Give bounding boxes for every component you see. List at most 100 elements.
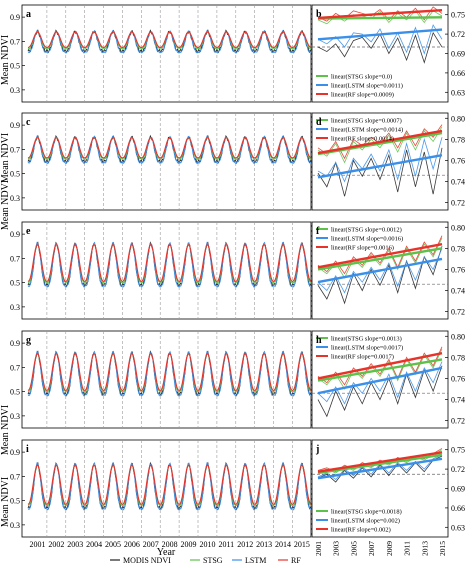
y-tick-label: 0.63: [451, 523, 465, 532]
fit-legend-label: linear(RF slope=0.0016): [331, 245, 394, 252]
panel-e: 0.3 0.5 0.7 0.9 e: [10, 221, 312, 320]
y-tick-label: 0.74: [451, 178, 465, 187]
y-tick-label: 0.9: [10, 448, 20, 457]
panel-j: 0.75 0.72 0.69 0.66 0.63 linear(STSG slope=0.…: [311, 439, 465, 556]
fit-line: [317, 153, 443, 179]
y-tick-label: 0.72: [451, 417, 465, 426]
y-tick-label: 0.5: [10, 279, 20, 288]
panel-a: 0.3 0.5 0.7 0.9 a: [10, 4, 312, 103]
y-tick-label: 0.7: [10, 254, 20, 263]
panel-g: 0.3 0.5 0.7 0.9 g: [10, 330, 312, 429]
series-line-rf: [27, 137, 312, 159]
panel-letter: f: [316, 226, 320, 237]
fit-line: [317, 257, 443, 284]
x-tick-label-year: 2010: [199, 540, 215, 549]
y-axis-label-bottom: Mean NDVI: [0, 477, 11, 527]
series-line-lstm: [27, 241, 312, 288]
y-tick-label: 0.5: [10, 170, 20, 179]
series-line-lstm: [27, 462, 312, 511]
series-line-modis-ndvi: [317, 147, 443, 197]
y-tick-label: 0.5: [10, 497, 20, 506]
panel-frame: [21, 221, 312, 320]
series-line-rf: [27, 353, 312, 391]
fit-legend-label: linear(LSTM slope=0.0016): [331, 236, 403, 243]
x-tick-label-year: 2005: [349, 541, 358, 556]
y-tick-label: 0.76: [451, 156, 465, 165]
y-tick-label: 0.9: [10, 339, 20, 348]
panel-d: 0.80 0.78 0.76 0.74 0.72 linear(STSG slope=0.…: [311, 112, 465, 211]
fit-legend-label: linear(LSTM slope=0.0017): [331, 345, 403, 352]
panel-frame: [21, 112, 312, 211]
series-line-modis-ndvi: [317, 246, 443, 305]
y-tick-label: 0.7: [10, 37, 20, 46]
y-tick-label: 0.75: [451, 11, 465, 20]
y-tick-label: 0.5: [10, 388, 20, 397]
y-tick-label: 0.7: [10, 145, 20, 154]
y-tick-label: 0.3: [10, 86, 20, 95]
x-tick-label-year: 2006: [124, 540, 140, 549]
series-line-lstm: [317, 361, 443, 405]
fit-line: [317, 366, 443, 395]
panel-letter: g: [26, 335, 31, 346]
panel-frame: [21, 4, 312, 103]
fit-legend-label: linear(RF slope=0.002): [331, 527, 391, 534]
y-tick-label: 0.9: [10, 121, 20, 130]
y-axis-label-top: Mean NDVI: [0, 35, 11, 85]
fit-line: [317, 451, 443, 473]
fit-legend-label: linear(LSTM slope=0.002): [331, 518, 400, 525]
x-tick-label-year: 2011: [218, 540, 234, 549]
fit-legend-label: linear(STSG slope=0.0): [331, 74, 392, 81]
fit-line: [317, 8, 443, 20]
x-axis-label: Year: [157, 547, 176, 558]
series-line-lstm: [317, 137, 443, 183]
x-tick-label-year: 2015: [438, 541, 447, 556]
panel-f: 0.80 0.78 0.76 0.74 0.72 linear(STSG slope=0.…: [311, 221, 465, 320]
y-tick-label: 0.80: [451, 332, 465, 341]
panel-letter: a: [26, 9, 31, 20]
panel-h: 0.80 0.78 0.76 0.74 0.72 linear(STSG slope=0.…: [311, 330, 465, 429]
fit-line: [317, 28, 443, 41]
y-tick-label: 0.78: [451, 244, 465, 253]
series-line-stsg: [317, 348, 443, 390]
y-tick-label: 0.7: [10, 363, 20, 372]
panel-c: 0.3 0.5 0.7 0.9 c: [10, 112, 312, 211]
y-tick-label: 0.74: [451, 396, 465, 405]
panel-frame: [21, 330, 312, 429]
panel-frame: [311, 112, 449, 211]
panel-letter: h: [316, 335, 322, 346]
y-tick-label: 0.76: [451, 265, 465, 274]
x-tick-label-year: 2009: [181, 540, 197, 549]
panel-letter: c: [26, 117, 31, 128]
fit-line: [317, 457, 443, 480]
x-tick-label-year: 2009: [385, 541, 394, 556]
y-tick-label: 0.66: [451, 69, 465, 78]
y-tick-label: 0.72: [451, 30, 465, 39]
fit-legend-label: linear(STSG slope=0.0007): [331, 118, 402, 125]
y-tick-label: 0.78: [451, 353, 465, 362]
y-tick-label: 0.69: [451, 485, 465, 494]
fit-legend-label: linear(RF slope=0.0017): [331, 354, 394, 361]
y-tick-label: 0.76: [451, 374, 465, 383]
y-tick-label: 0.72: [451, 199, 465, 208]
y-tick-label: 0.3: [10, 303, 20, 312]
x-tick-label-year: 2003: [332, 541, 341, 556]
y-tick-label: 0.9: [10, 230, 20, 239]
panel-frame: [311, 221, 449, 320]
fit-line: [317, 131, 443, 156]
x-tick-label-year: 2011: [403, 541, 412, 556]
x-tick-label-year: 2002: [48, 540, 64, 549]
x-tick-label-year: 2014: [275, 540, 291, 549]
panel-frame: [21, 439, 312, 538]
x-tick-label-year: 2007: [143, 540, 159, 549]
figure-legend: MODIS NDVI STSG LSTM RF: [110, 556, 301, 565]
y-tick-label: 0.72: [451, 465, 465, 474]
y-tick-label: 0.80: [451, 114, 465, 123]
x-tick-label-year: 2005: [105, 540, 121, 549]
fit-legend-label: linear(LSTM slope=0.0011): [331, 83, 403, 90]
y-axis-label: Mean NDVI: [0, 180, 11, 230]
fit-legend-label: linear(STSG slope=0.0018): [331, 509, 402, 516]
x-tick-label-year: 2012: [237, 540, 253, 549]
x-tick-label-year: 2013: [420, 541, 429, 556]
